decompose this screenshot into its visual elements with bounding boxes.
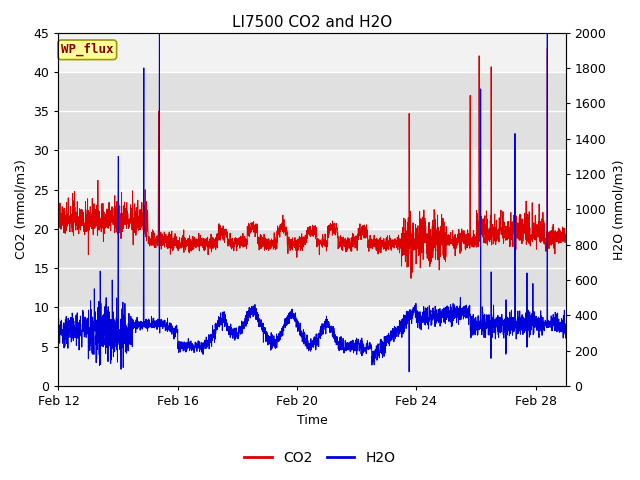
Text: WP_flux: WP_flux	[61, 43, 113, 57]
Bar	[58, 150, 566, 229]
X-axis label: Time: Time	[296, 414, 328, 427]
Bar	[58, 33, 566, 72]
Bar	[58, 229, 566, 308]
Y-axis label: CO2 (mmol/m3): CO2 (mmol/m3)	[15, 159, 28, 259]
Legend: CO2, H2O: CO2, H2O	[239, 445, 401, 471]
Bar	[58, 72, 566, 150]
Y-axis label: H2O (mmol/m3): H2O (mmol/m3)	[612, 159, 625, 260]
Bar	[58, 308, 566, 386]
Title: LI7500 CO2 and H2O: LI7500 CO2 and H2O	[232, 15, 392, 30]
